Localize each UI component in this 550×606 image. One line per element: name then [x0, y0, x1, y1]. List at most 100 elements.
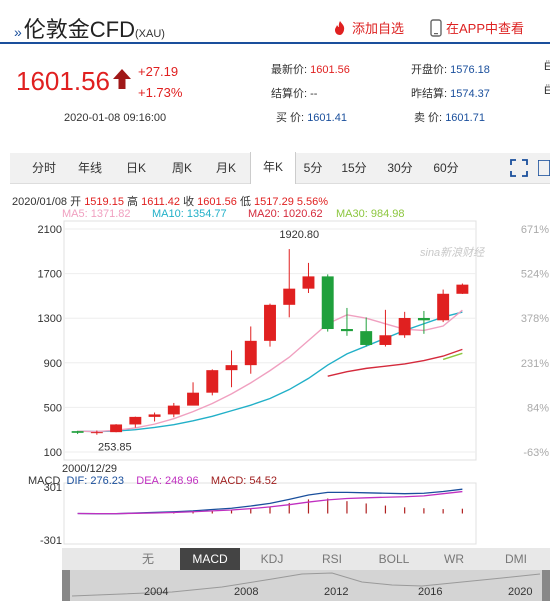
indicator-kdj[interactable]: KDJ: [260, 552, 284, 566]
ma5-legend: MA5: 1371.82: [62, 208, 131, 220]
tab-30min[interactable]: 30分: [387, 161, 413, 175]
macd-label: MACD:: [210, 475, 247, 487]
candle-body: [264, 304, 276, 341]
candle-body: [340, 329, 353, 332]
quote-datetime: 2020-01-08 09:16:00: [64, 112, 167, 124]
tab-monthly-k[interactable]: 月K: [215, 161, 236, 175]
candle-body: [360, 331, 373, 345]
max-label: 1920.80: [279, 229, 319, 241]
x-axis-start-date: 2000/12/29: [62, 463, 117, 475]
indicator-wr[interactable]: WR: [444, 552, 464, 566]
add-watchlist-button[interactable]: 添加自选: [332, 18, 404, 37]
field-label: 卖 价:: [414, 112, 443, 124]
macd-value: 54.52: [249, 475, 277, 487]
page-title: »伦敦金CFD(XAU): [14, 12, 165, 44]
y-tick-label: 500: [44, 402, 62, 414]
price-change: +27.19: [138, 64, 179, 79]
indicator-none[interactable]: 无: [141, 552, 154, 566]
flame-icon: [335, 20, 345, 35]
field-label: 昨结算:: [411, 88, 448, 100]
field-ask: 卖 价: 1601.71: [414, 109, 485, 125]
field-value: --: [310, 88, 318, 100]
tab-weekly-k[interactable]: 周K: [171, 161, 192, 175]
info-close-label: 收: [183, 196, 195, 208]
plot-frame: [63, 220, 477, 461]
add-watchlist-label: 添加自选: [352, 21, 405, 36]
macd-info: MACD DIF: 276.23 DEA: 248.96 MACD: 54.52: [28, 475, 277, 487]
ma5-label: MA5:: [62, 208, 88, 220]
nav-year-2008: 2008: [234, 586, 259, 598]
candle-body: [283, 288, 296, 305]
indicator-boll[interactable]: BOLL: [378, 552, 410, 566]
field-last: 最新价: 1601.56: [271, 61, 350, 77]
candle-body: [244, 340, 257, 366]
info-low: 1517.29: [254, 196, 294, 208]
fullscreen-icon[interactable]: [510, 159, 528, 177]
tab-intraday[interactable]: 分时: [31, 161, 56, 175]
macd-y-tick: 301: [44, 482, 62, 494]
tab-5min[interactable]: 5分: [303, 161, 323, 175]
candle-body: [321, 276, 334, 330]
field-open: 开盘价: 1576.18: [411, 61, 490, 77]
info-pct: 5.56%: [296, 196, 329, 208]
info-high: 1611.42: [141, 196, 181, 208]
chevron-icon: »: [14, 24, 22, 40]
ma10-label: MA10:: [152, 208, 184, 220]
field-label: 结算价:: [271, 88, 308, 100]
indicator-dmi[interactable]: DMI: [505, 552, 527, 566]
y-tick-label: 1300: [38, 313, 62, 325]
ma20-value: 1020.62: [282, 208, 323, 220]
indicator-rsi[interactable]: RSI: [321, 552, 342, 566]
candle-body: [110, 424, 123, 433]
macd-name: MACD: [28, 475, 61, 487]
dea-value: 248.96: [165, 475, 199, 487]
field-value: 1601.71: [445, 112, 485, 124]
dif-label: DIF:: [66, 475, 88, 487]
candle-body: [398, 317, 411, 336]
tab-yearly-k[interactable]: 年K: [250, 152, 296, 184]
tab-daily-k[interactable]: 日K: [125, 161, 146, 175]
field-value: 1601.41: [307, 112, 347, 124]
view-in-app-button[interactable]: 在APP中查看: [430, 18, 524, 37]
macd-y-tick: -301: [40, 535, 62, 547]
range-navigator[interactable]: 2004 2008 2012 2016 2020: [62, 570, 550, 601]
y-tick-label: 2100: [38, 224, 62, 236]
candle-body: [225, 365, 238, 371]
indicator-tabs: 无 MACD KDJ RSI BOLL WR DMI: [62, 548, 550, 570]
field-bid: 买 价: 1601.41: [276, 109, 347, 125]
dif-value: 276.23: [90, 475, 125, 487]
ma30-line: [442, 352, 463, 361]
y-right-tick-label: 231%: [521, 358, 549, 370]
candle-body: [167, 405, 180, 415]
candle-body: [206, 370, 219, 393]
ma30-value: 984.98: [370, 208, 405, 220]
y-right-tick-label: 671%: [521, 224, 549, 236]
field-settlement: 结算价: --: [271, 85, 317, 101]
candle-body: [71, 431, 84, 433]
nav-year-2004: 2004: [144, 586, 169, 598]
instrument-code: (XAU): [135, 28, 165, 40]
info-date: 2020/01/08: [12, 196, 68, 208]
view-in-app-label: 在APP中查看: [446, 21, 525, 36]
info-low-label: 低: [239, 196, 251, 208]
candle-body: [129, 416, 142, 425]
ma10-value: 1354.77: [186, 208, 227, 220]
nav-year-2016: 2016: [418, 586, 443, 598]
field-value: 1576.18: [450, 64, 490, 76]
price-change-percent: +1.73%: [138, 85, 183, 100]
tab-year-line[interactable]: 年线: [77, 161, 102, 175]
watermark: sina新浪财经: [420, 247, 485, 259]
y-right-tick-label: -63%: [523, 447, 549, 459]
field-label: 买 价:: [276, 112, 305, 124]
ma30-label: MA30:: [336, 208, 368, 220]
y-right-tick-label: 524%: [521, 269, 549, 281]
nav-year-2012: 2012: [324, 586, 349, 598]
tab-15min[interactable]: 15分: [341, 161, 367, 175]
period-tabs: 分时 年线 日K 周K 月K 年K 5分 15分 30分 60分: [10, 152, 550, 184]
arrow-up-icon: [113, 69, 131, 89]
phone-icon: [430, 18, 442, 37]
tab-60min[interactable]: 60分: [433, 161, 459, 175]
indicator-macd[interactable]: MACD: [180, 548, 240, 570]
dea-label: DEA:: [136, 475, 162, 487]
